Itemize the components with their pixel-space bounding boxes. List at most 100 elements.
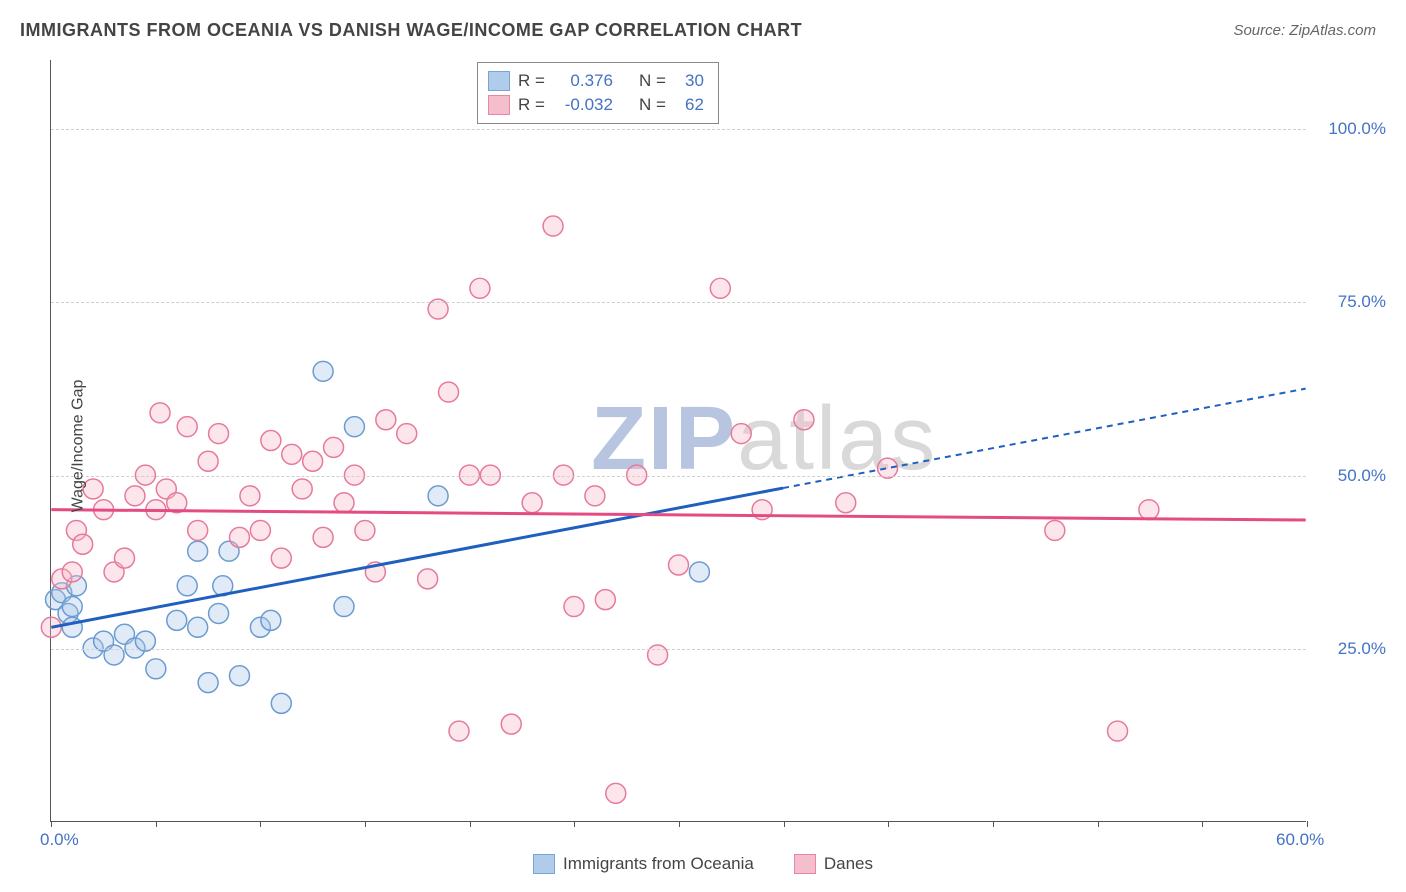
x-tick (888, 821, 889, 827)
data-point (522, 493, 542, 513)
data-point (177, 576, 197, 596)
trend-line (51, 510, 1305, 520)
legend-item: Immigrants from Oceania (533, 854, 754, 874)
source-attribution: Source: ZipAtlas.com (1233, 22, 1376, 39)
data-point (376, 410, 396, 430)
correlation-legend: R = 0.376 N = 30 R = -0.032 N = 62 (477, 62, 719, 124)
y-tick-label: 50.0% (1316, 466, 1386, 486)
y-tick-label: 75.0% (1316, 292, 1386, 312)
data-point (261, 431, 281, 451)
data-point (62, 597, 82, 617)
x-tick (365, 821, 366, 827)
x-tick (260, 821, 261, 827)
r-label: R = (518, 71, 545, 91)
x-tick (1307, 821, 1308, 827)
data-point (62, 562, 82, 582)
x-tick-label: 0.0% (40, 830, 79, 850)
y-tick-label: 100.0% (1316, 119, 1386, 139)
data-point (303, 451, 323, 471)
n-label: N = (639, 95, 666, 115)
data-point (73, 534, 93, 554)
x-tick (679, 821, 680, 827)
data-point (313, 527, 333, 547)
swatch-icon (488, 95, 510, 115)
x-tick (1202, 821, 1203, 827)
data-point (1139, 500, 1159, 520)
trend-line-extrapolated (783, 389, 1306, 488)
data-point (1045, 520, 1065, 540)
data-point (355, 520, 375, 540)
data-point (324, 437, 344, 457)
data-point (188, 617, 208, 637)
x-tick (993, 821, 994, 827)
x-tick (1098, 821, 1099, 827)
plot-area: ZIPatlas 25.0%50.0%75.0%100.0% (50, 60, 1306, 822)
y-tick-label: 25.0% (1316, 639, 1386, 659)
data-point (292, 479, 312, 499)
gridline (51, 302, 1306, 303)
data-point (261, 610, 281, 630)
chart-svg (51, 60, 1306, 821)
n-value: 30 (674, 71, 704, 91)
data-point (209, 603, 229, 623)
gridline (51, 649, 1306, 650)
series-label: Immigrants from Oceania (563, 854, 754, 874)
data-point (188, 541, 208, 561)
legend-row: R = -0.032 N = 62 (488, 93, 704, 117)
r-value: -0.032 (553, 95, 613, 115)
x-tick (156, 821, 157, 827)
r-label: R = (518, 95, 545, 115)
data-point (606, 783, 626, 803)
data-point (167, 610, 187, 630)
data-point (188, 520, 208, 540)
data-point (595, 590, 615, 610)
data-point (125, 486, 145, 506)
data-point (397, 424, 417, 444)
swatch-icon (794, 854, 816, 874)
series-label: Danes (824, 854, 873, 874)
data-point (313, 361, 333, 381)
data-point (115, 548, 135, 568)
data-point (470, 278, 490, 298)
data-point (198, 673, 218, 693)
data-point (146, 659, 166, 679)
legend-item: Danes (794, 854, 873, 874)
x-tick (574, 821, 575, 827)
x-tick (784, 821, 785, 827)
data-point (334, 493, 354, 513)
data-point (334, 597, 354, 617)
data-point (250, 520, 270, 540)
x-tick (51, 821, 52, 827)
data-point (229, 527, 249, 547)
data-point (229, 666, 249, 686)
data-point (1108, 721, 1128, 741)
swatch-icon (488, 71, 510, 91)
data-point (836, 493, 856, 513)
data-point (209, 424, 229, 444)
legend-row: R = 0.376 N = 30 (488, 69, 704, 93)
data-point (731, 424, 751, 444)
data-point (428, 486, 448, 506)
x-tick-label: 60.0% (1276, 830, 1324, 850)
gridline (51, 476, 1306, 477)
data-point (282, 444, 302, 464)
r-value: 0.376 (553, 71, 613, 91)
y-axis-label: Wage/Income Gap (69, 380, 87, 513)
data-point (150, 403, 170, 423)
data-point (501, 714, 521, 734)
data-point (240, 486, 260, 506)
data-point (198, 451, 218, 471)
data-point (585, 486, 605, 506)
data-point (439, 382, 459, 402)
swatch-icon (533, 854, 555, 874)
data-point (418, 569, 438, 589)
gridline (51, 129, 1306, 130)
data-point (689, 562, 709, 582)
n-label: N = (639, 71, 666, 91)
chart-title: IMMIGRANTS FROM OCEANIA VS DANISH WAGE/I… (20, 20, 802, 41)
n-value: 62 (674, 95, 704, 115)
series-legend: Immigrants from Oceania Danes (533, 854, 873, 874)
data-point (177, 417, 197, 437)
data-point (271, 548, 291, 568)
data-point (62, 617, 82, 637)
